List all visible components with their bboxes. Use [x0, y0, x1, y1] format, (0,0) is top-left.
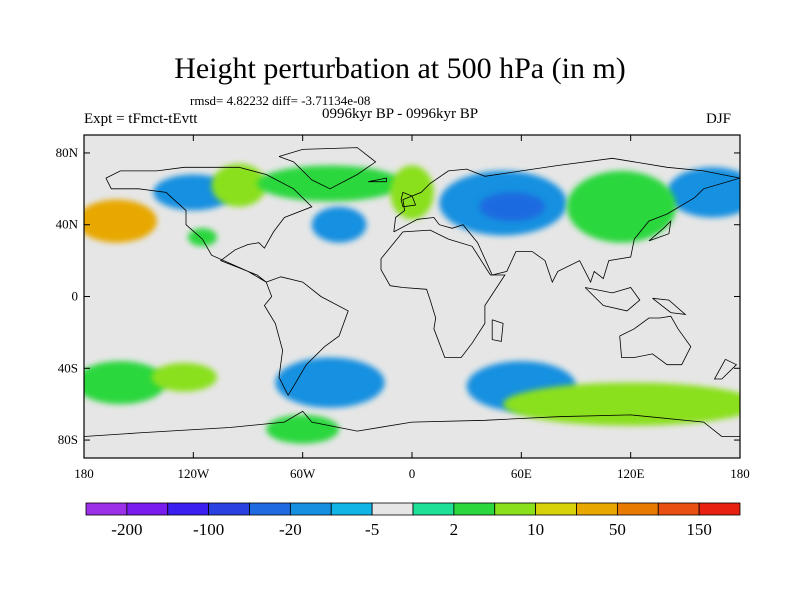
coastline: [491, 319, 504, 342]
colorbar-swatch: [698, 502, 741, 516]
x-tick-label: 60E: [511, 466, 532, 481]
colorbar-swatch: [657, 502, 700, 516]
colorbar-label: -5: [365, 520, 379, 539]
colorbar-label: -100: [193, 520, 224, 539]
colorbar-swatch: [576, 502, 618, 516]
field-region: [479, 192, 546, 222]
field-region: [211, 163, 267, 207]
colorbar-swatch: [330, 502, 373, 516]
period-label: 0996kyr BP - 0996kyr BP: [322, 106, 479, 122]
x-tick-label: 180: [74, 466, 94, 481]
colorbar-swatch: [249, 502, 291, 516]
colorbar-swatch: [126, 502, 169, 516]
field-region: [390, 165, 434, 220]
colorbar-swatch: [167, 502, 210, 516]
coastline: [263, 276, 349, 397]
coastline: [380, 229, 506, 358]
field-region: [503, 382, 740, 426]
colorbar-swatch: [85, 502, 128, 516]
field-region: [187, 228, 218, 247]
stats-label: rmsd= 4.82232 diff= -3.71134e-08: [190, 93, 371, 108]
colorbar-swatch: [208, 502, 250, 516]
coastline: [652, 297, 687, 315]
coastline: [713, 358, 738, 380]
plot-area: [83, 134, 741, 459]
x-tick-label: 60W: [290, 466, 316, 481]
coastline: [393, 157, 740, 284]
colorbar-label: 10: [527, 520, 544, 539]
colorbar-label: 50: [609, 520, 626, 539]
season-label: DJF: [706, 111, 732, 127]
field-region: [151, 362, 218, 392]
colorbar-swatch: [616, 502, 659, 516]
x-tick-label: 120W: [177, 466, 210, 481]
colorbar-swatch: [494, 502, 537, 516]
coastline: [619, 315, 692, 366]
y-tick-label: 40S: [58, 360, 78, 375]
field-region: [275, 357, 385, 408]
field-region: [257, 165, 403, 202]
colorbar-label: -200: [111, 520, 142, 539]
x-tick-label: 180: [730, 466, 750, 481]
colorbar-label: 150: [686, 520, 712, 539]
coastline: [84, 410, 740, 437]
coastline: [105, 166, 313, 283]
colorbar-swatch: [371, 502, 414, 516]
coastline: [368, 177, 387, 183]
experiment-label: Expt = tFmct-tEvtt: [84, 111, 198, 127]
y-tick-label: 0: [72, 289, 79, 304]
field-region: [84, 199, 157, 243]
colorbar-label: -20: [279, 520, 302, 539]
x-tick-label: 120E: [617, 466, 645, 481]
y-tick-label: 80N: [56, 145, 79, 160]
colorbar-swatch: [453, 502, 496, 516]
x-tick-label: 0: [409, 466, 416, 481]
coastline: [400, 191, 417, 208]
coastline: [584, 287, 641, 312]
y-tick-label: 80S: [58, 432, 78, 447]
coastline: [648, 219, 672, 242]
coastline: [278, 147, 377, 190]
colorbar: -200 -100 -20 -5 2 10 50 150: [85, 502, 741, 539]
field-region: [266, 414, 340, 444]
colorbar-swatch: [535, 502, 577, 516]
field-region: [667, 167, 740, 218]
colorbar-label: 2: [450, 520, 459, 539]
field-region: [84, 361, 166, 405]
y-tick-label: 40N: [56, 217, 79, 232]
colorbar-swatch: [412, 502, 455, 516]
field-region: [566, 170, 677, 243]
chart-title: Height perturbation at 500 hPa (in m): [174, 52, 626, 85]
field-region: [311, 206, 367, 243]
colorbar-swatch: [289, 502, 332, 516]
